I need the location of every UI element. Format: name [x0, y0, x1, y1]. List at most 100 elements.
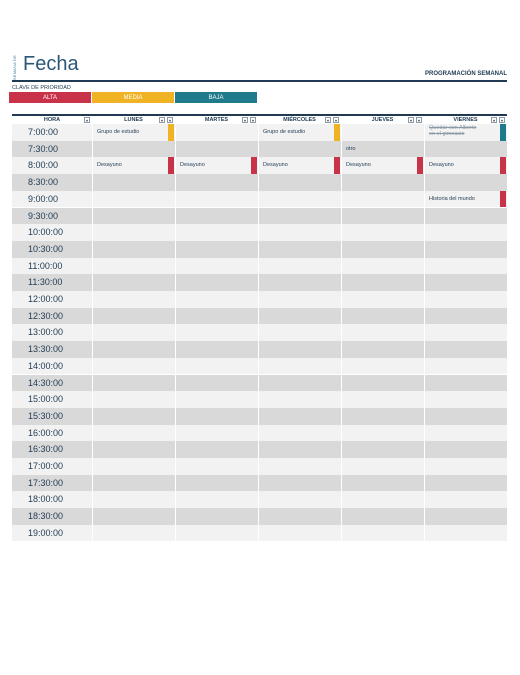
- column-separator: [341, 190, 342, 208]
- time-cell[interactable]: 17:00:00: [28, 461, 64, 471]
- column-header-5[interactable]: VIERNES ▾ ▾: [424, 116, 507, 124]
- column-separator: [92, 424, 93, 442]
- column-header-0[interactable]: HORA ▾: [12, 116, 92, 124]
- event-text[interactable]: otro: [346, 145, 356, 152]
- filter-dropdown-icon[interactable]: ▾: [84, 117, 90, 123]
- column-separator: [92, 207, 93, 225]
- column-separator: [175, 441, 176, 458]
- column-header-2[interactable]: MARTES ▾ ▾: [175, 116, 258, 124]
- filter-dropdown-icon[interactable]: ▾: [416, 117, 422, 123]
- time-cell[interactable]: 9:30:00: [28, 210, 59, 221]
- column-separator: [258, 190, 259, 208]
- column-separator: [92, 357, 93, 375]
- column-separator: [341, 474, 342, 492]
- priority-indicator: [334, 157, 340, 175]
- time-cell[interactable]: 11:00:00: [28, 260, 63, 271]
- column-separator: [341, 257, 342, 275]
- event-text[interactable]: Desayuno: [346, 162, 371, 169]
- column-separator: [424, 441, 425, 458]
- table-row: 13:30:00: [12, 341, 507, 358]
- page-title[interactable]: Fecha: [23, 53, 79, 75]
- column-separator: [92, 140, 93, 158]
- event-text[interactable]: Desayuno: [429, 162, 454, 169]
- time-cell[interactable]: 10:00:00: [28, 227, 64, 238]
- column-separator: [175, 341, 176, 358]
- sort-dropdown-icon[interactable]: ▾: [491, 117, 497, 123]
- time-cell[interactable]: 7:00:00: [28, 127, 59, 137]
- time-cell[interactable]: 13:30:00: [28, 344, 64, 355]
- priority-high[interactable]: ALTA: [9, 92, 91, 103]
- event-text[interactable]: Historia del mundo: [429, 195, 475, 202]
- time-cell[interactable]: 15:30:00: [28, 410, 64, 421]
- time-cell[interactable]: 14:00:00: [28, 360, 64, 371]
- column-separator: [175, 224, 176, 241]
- table-row: 11:00:00: [12, 257, 507, 275]
- table-row: 12:00:00: [12, 291, 507, 308]
- time-cell[interactable]: 16:30:00: [28, 444, 64, 455]
- time-cell[interactable]: 10:30:00: [28, 243, 64, 254]
- column-separator: [258, 224, 259, 241]
- priority-low[interactable]: BAJA: [175, 92, 257, 103]
- column-separator: [258, 474, 259, 492]
- column-header-label: VIERNES: [453, 117, 478, 123]
- filter-dropdown-icon[interactable]: ▾: [499, 117, 505, 123]
- sort-dropdown-icon[interactable]: ▾: [159, 117, 165, 123]
- time-cell[interactable]: 8:30:00: [28, 177, 59, 188]
- table-row: 15:30:00: [12, 407, 507, 425]
- event-text[interactable]: Grupo de estudio: [263, 129, 306, 135]
- column-separator: [341, 174, 342, 191]
- time-cell[interactable]: 12:30:00: [28, 310, 64, 321]
- table-row: 7:00:00: [12, 124, 507, 141]
- sort-dropdown-icon[interactable]: ▾: [242, 117, 248, 123]
- column-separator: [258, 374, 259, 392]
- table-row: 9:00:00: [12, 190, 507, 208]
- table-row: 11:30:00: [12, 274, 507, 291]
- table-row: 14:00:00: [12, 357, 507, 375]
- filter-dropdown-icon[interactable]: ▾: [333, 117, 339, 123]
- column-separator: [424, 257, 425, 275]
- event-text[interactable]: Desayuno: [263, 162, 288, 169]
- priority-key-label: CLAVE DE PRIORIDAD: [12, 85, 71, 91]
- priority-indicator: [334, 124, 340, 141]
- time-cell[interactable]: 8:00:00: [28, 160, 59, 171]
- column-header-4[interactable]: JUEVES ▾ ▾: [341, 116, 424, 124]
- time-cell[interactable]: 16:00:00: [28, 427, 64, 438]
- time-cell[interactable]: 11:30:00: [28, 277, 63, 288]
- column-separator: [258, 458, 259, 475]
- table-row: 18:00:00: [12, 491, 507, 509]
- sort-dropdown-icon[interactable]: ▾: [408, 117, 414, 123]
- column-separator: [175, 407, 176, 425]
- sort-dropdown-icon[interactable]: ▾: [325, 117, 331, 123]
- table-row: 15:00:00: [12, 391, 507, 408]
- time-cell[interactable]: 15:00:00: [28, 394, 64, 405]
- event-text[interactable]: Desayuno: [180, 162, 205, 169]
- time-cell[interactable]: 18:00:00: [28, 494, 64, 505]
- column-separator: [175, 157, 176, 175]
- time-cell[interactable]: 12:00:00: [28, 294, 64, 304]
- time-cell[interactable]: 18:30:00: [28, 511, 64, 522]
- time-cell[interactable]: 17:30:00: [28, 477, 64, 488]
- event-text[interactable]: Grupo de estudio: [97, 129, 140, 135]
- priority-indicator: [168, 157, 174, 175]
- filter-dropdown-icon[interactable]: ▾: [250, 117, 256, 123]
- event-text[interactable]: Quedar con Alberto en el gimnasio: [429, 125, 477, 137]
- column-separator: [175, 424, 176, 442]
- column-header-3[interactable]: MIÉRCOLES ▾ ▾: [258, 116, 341, 124]
- column-header-1[interactable]: LUNES ▾ ▾: [92, 116, 175, 124]
- column-separator: [92, 458, 93, 475]
- event-text[interactable]: Desayuno: [97, 162, 122, 169]
- column-separator: [258, 207, 259, 225]
- time-cell[interactable]: 19:00:00: [28, 527, 64, 538]
- time-cell[interactable]: 7:30:00: [28, 143, 59, 154]
- column-separator: [175, 274, 176, 291]
- column-separator: [424, 274, 425, 291]
- column-separator: [175, 524, 176, 542]
- table-row: 9:30:00: [12, 207, 507, 225]
- column-separator: [92, 474, 93, 492]
- time-cell[interactable]: 14:30:00: [28, 377, 64, 388]
- time-cell[interactable]: 13:00:00: [28, 327, 64, 338]
- time-cell[interactable]: 9:00:00: [28, 193, 59, 204]
- priority-medium[interactable]: MEDIA: [92, 92, 174, 103]
- filter-dropdown-icon[interactable]: ▾: [167, 117, 173, 123]
- column-separator: [92, 124, 93, 141]
